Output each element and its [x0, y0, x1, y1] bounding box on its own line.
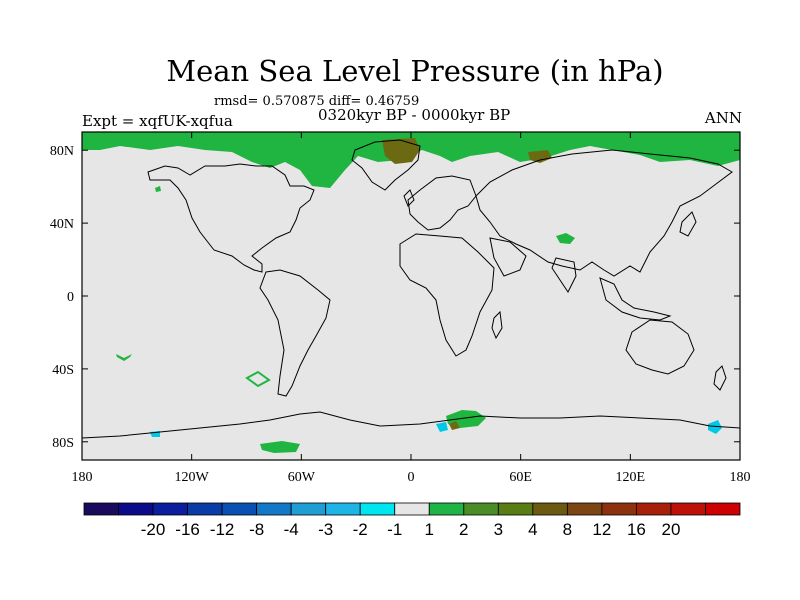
coast-madagascar — [491, 310, 503, 340]
lon-tick-label: 120E — [616, 470, 646, 485]
labrador-dot — [155, 186, 161, 192]
greenland-dark-patch — [382, 138, 420, 164]
colorbar-swatch — [290, 502, 327, 516]
colorbar-swatch — [566, 502, 603, 516]
colorbar-swatch — [394, 502, 430, 516]
coast-japan — [679, 211, 697, 237]
colorbar-label: 20 — [661, 520, 680, 539]
pacific-small-patch — [116, 354, 132, 361]
coast-antarctica — [82, 411, 740, 439]
colorbar-label: -12 — [210, 520, 235, 539]
colorbar-label: 12 — [592, 520, 611, 539]
map-title: Mean Sea Level Pressure (in hPa) — [166, 54, 664, 88]
lat-tick-label: 40N — [50, 217, 74, 232]
pacific-diamond-contour — [245, 370, 271, 388]
lat-tick-label: 80N — [50, 144, 74, 159]
coastlines — [82, 139, 740, 439]
central-asia-patch — [556, 233, 575, 244]
rmsd-diff-stats: rmsd= 0.570875 diff= 0.46759 — [214, 94, 420, 109]
lon-tick-label: 180 — [72, 470, 93, 485]
colorbar-swatch — [325, 502, 361, 516]
lat-tick-label: 80S — [52, 436, 74, 451]
colorbar-label: 4 — [528, 520, 537, 539]
coast-africa — [399, 233, 495, 357]
coast-greenland — [351, 139, 421, 191]
colorbar-swatch — [705, 502, 741, 516]
coast-uk — [403, 189, 415, 207]
experiment-label: Expt = xqfUK-xqfua — [82, 112, 233, 130]
coast-south-america — [259, 269, 331, 397]
colorbar-label: 3 — [494, 520, 503, 539]
colorbar: -20 -16 -12 -8 -4 -3 -2 -1 1 2 3 4 8 12 16 20 — [83, 502, 741, 539]
antarctic-cyan-patch-1 — [436, 422, 448, 432]
colorbar-label: -2 — [353, 520, 368, 539]
colorbar-swatch — [532, 502, 568, 516]
colorbar-label: -3 — [318, 520, 333, 539]
colorbar-swatch — [256, 502, 292, 516]
colorbar-label: 8 — [563, 520, 572, 539]
coast-australia — [625, 319, 695, 375]
colorbar-swatch — [670, 502, 706, 516]
latitude-axis: 80N 40N 0 40S 80S — [50, 144, 740, 451]
colorbar-label: -4 — [284, 520, 299, 539]
coast-southeast-asia — [599, 277, 672, 321]
colorbar-swatch — [463, 502, 499, 516]
barents-dark-patch — [528, 150, 552, 163]
antarctic-olive-dot — [449, 421, 460, 430]
colorbar-label: -16 — [175, 520, 200, 539]
colorbar-swatch — [601, 502, 637, 516]
lon-tick-label: 60W — [288, 470, 316, 485]
colorbar-swatch — [187, 502, 223, 516]
period-label: 0320kyr BP - 0000kyr BP — [318, 106, 511, 124]
colorbar-swatch — [428, 502, 465, 516]
lon-tick-label: 60E — [509, 470, 532, 485]
colorbar-label: 2 — [459, 520, 468, 539]
arctic-positive-band — [82, 132, 740, 188]
coast-arabia — [489, 237, 527, 277]
colorbar-swatch — [118, 502, 154, 516]
colorbar-label: 16 — [627, 520, 646, 539]
coast-asia — [475, 149, 733, 277]
colorbar-swatch — [636, 502, 672, 516]
colorbar-label: 1 — [425, 520, 434, 539]
lat-tick-label: 40S — [52, 363, 74, 378]
colorbar-swatch — [497, 502, 534, 516]
coast-europe — [407, 175, 477, 231]
colorbar-swatch — [221, 502, 258, 516]
longitude-axis: 180 120W 60W 0 60E 120E 180 — [72, 132, 751, 485]
season-label: ANN — [704, 109, 742, 127]
colorbar-label: -1 — [387, 520, 402, 539]
map-background — [82, 132, 740, 460]
lon-tick-label: 120W — [175, 470, 210, 485]
coast-new-zealand — [713, 365, 727, 391]
colorbar-swatch — [152, 502, 188, 516]
colorbar-label: -8 — [249, 520, 264, 539]
antarctic-cyan-patch-3 — [708, 420, 722, 434]
colorbar-label: -20 — [141, 520, 166, 539]
lon-tick-label: 180 — [730, 470, 751, 485]
southern-ocean-patch — [260, 441, 300, 453]
coast-north-america — [147, 163, 315, 273]
lat-tick-label: 0 — [67, 290, 74, 305]
coast-india — [551, 257, 577, 293]
colorbar-swatch — [359, 502, 396, 516]
lon-tick-label: 0 — [408, 470, 415, 485]
colorbar-swatch — [83, 502, 119, 516]
